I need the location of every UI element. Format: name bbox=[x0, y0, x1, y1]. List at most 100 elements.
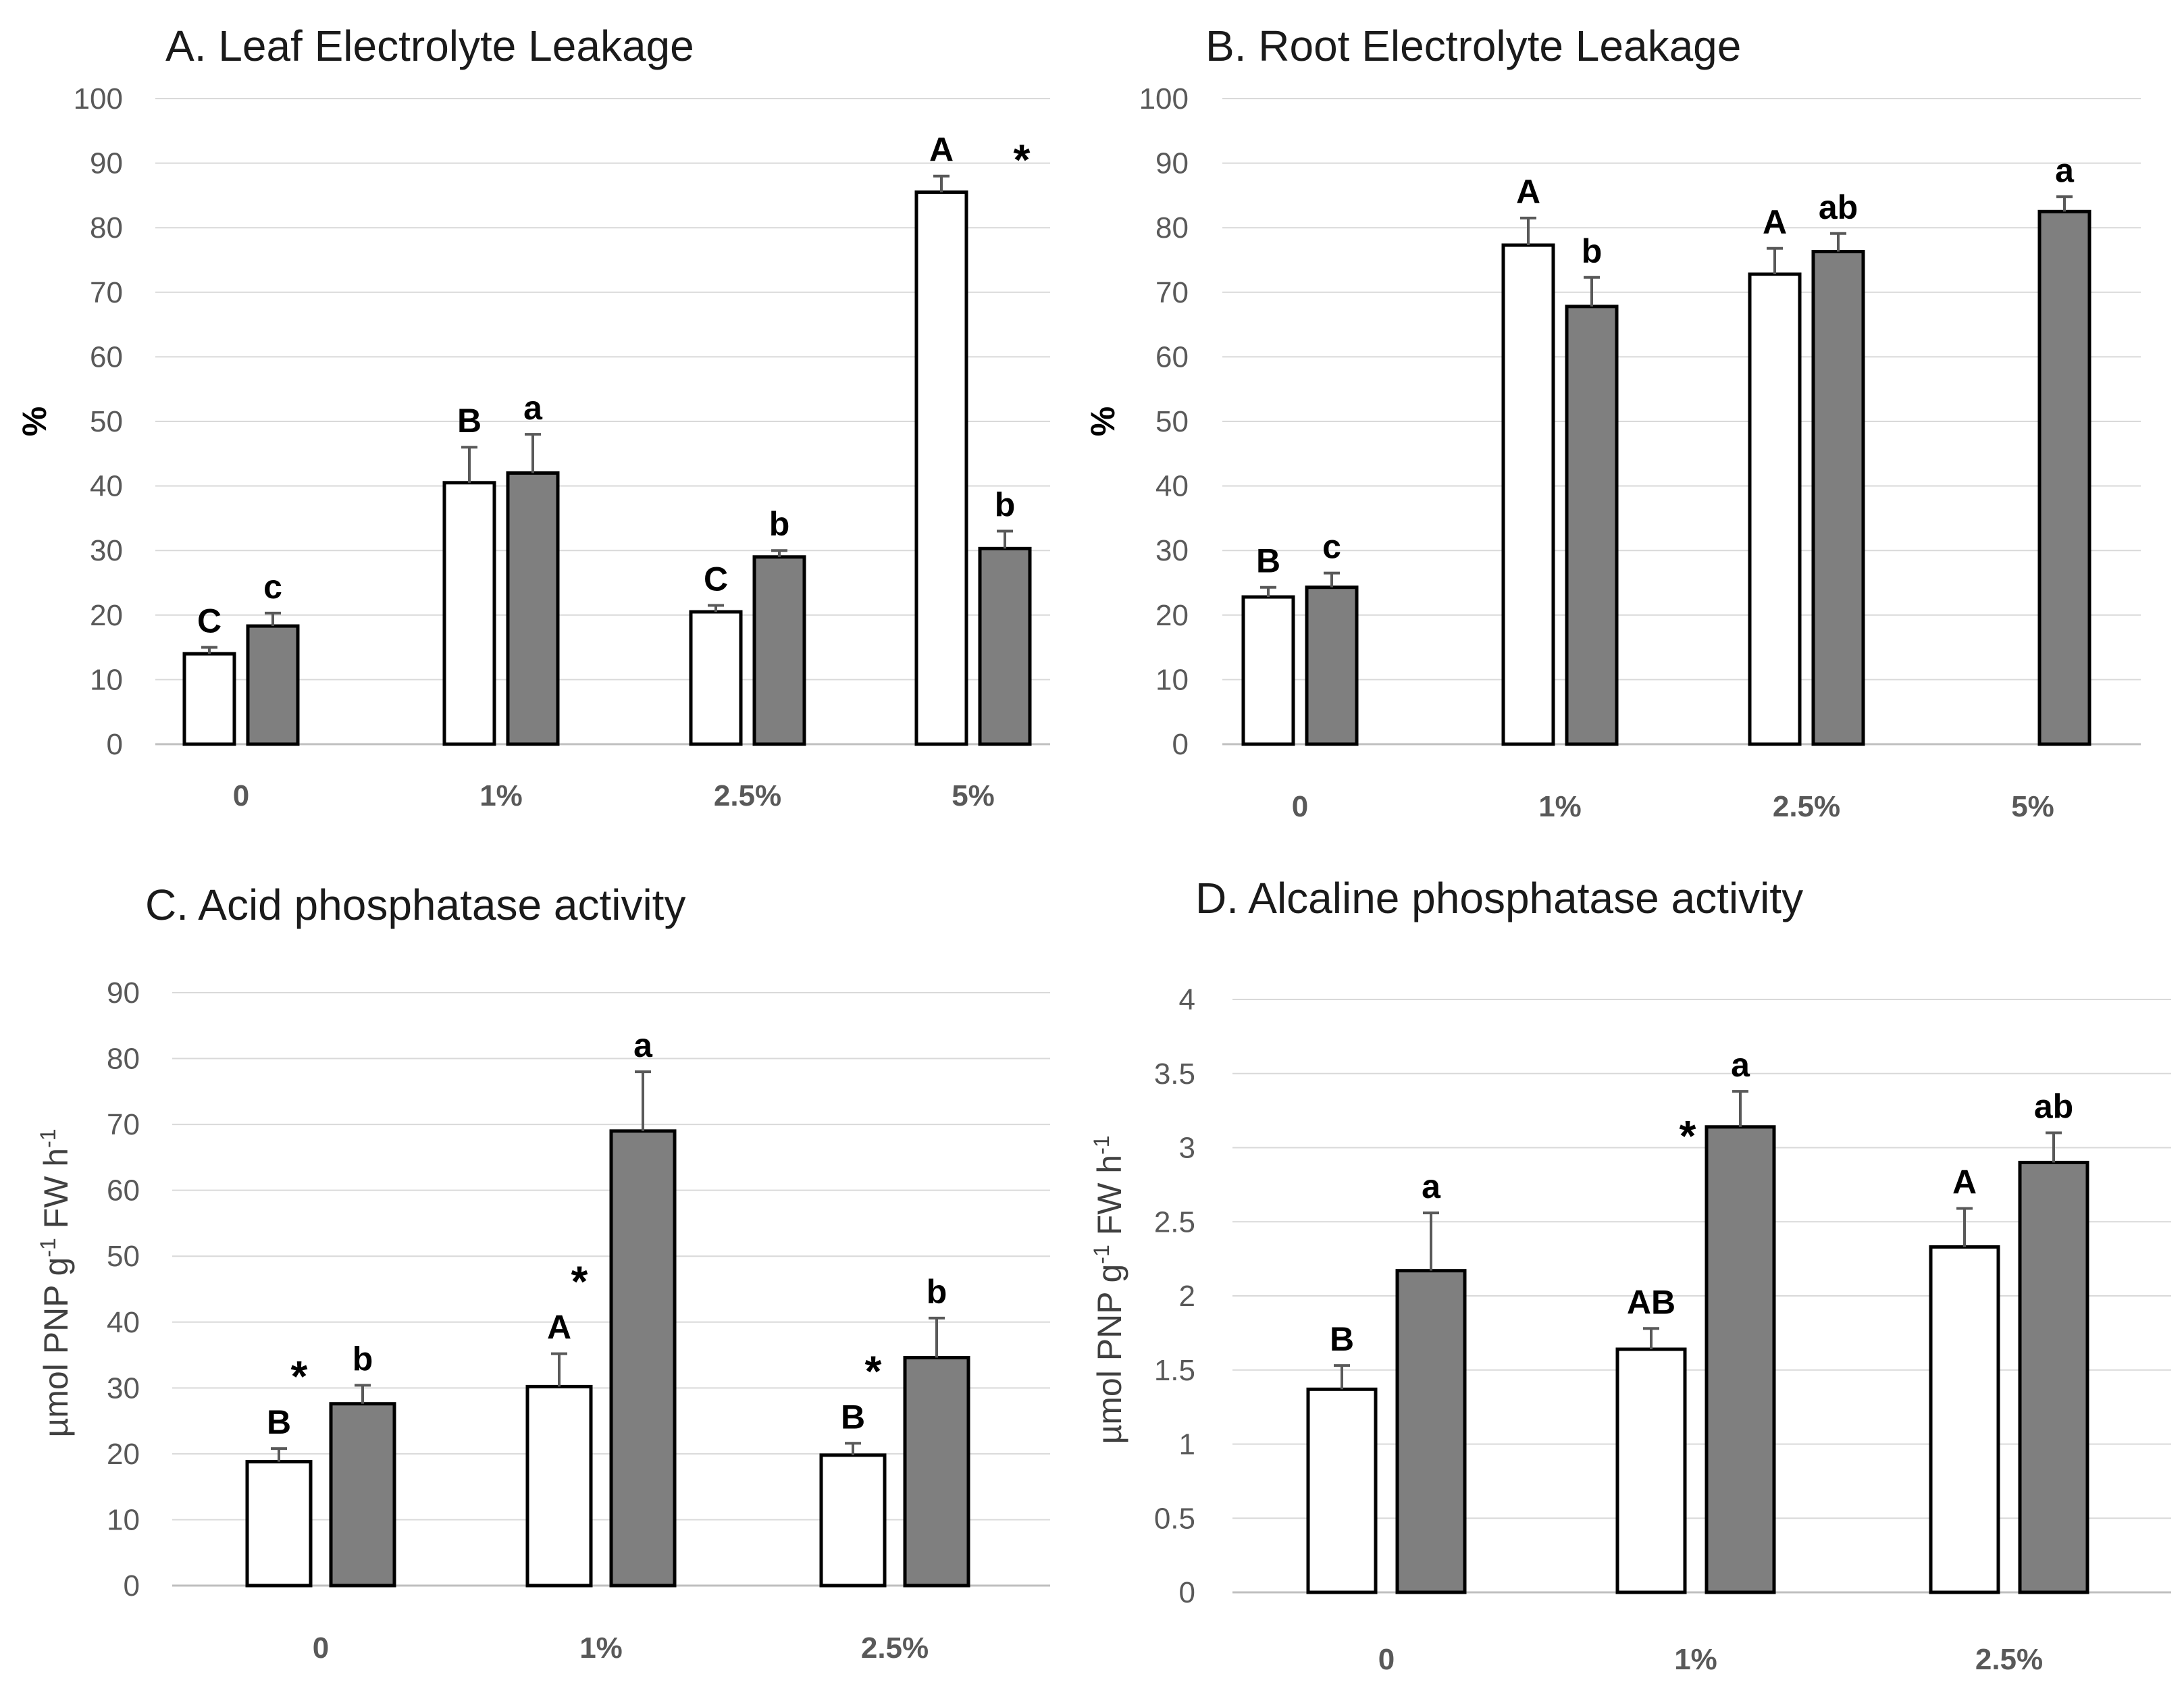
significance-letter: A bbox=[547, 1309, 571, 1347]
category-label: 0 bbox=[233, 779, 249, 812]
category-label: 5% bbox=[2011, 790, 2054, 823]
bar-white bbox=[1748, 272, 1802, 746]
significance-letter: A bbox=[1763, 203, 1787, 241]
significance-letter: c bbox=[263, 568, 282, 606]
bar-grey bbox=[1811, 250, 1865, 746]
significance-letter: B bbox=[457, 402, 482, 440]
significance-letter: B bbox=[1330, 1320, 1354, 1358]
significance-letter: B bbox=[841, 1398, 865, 1436]
significance-asterisk: * bbox=[865, 1347, 882, 1395]
y-tick-label: 80 bbox=[107, 1043, 140, 1076]
y-tick-label: 40 bbox=[90, 470, 123, 503]
bar-grey bbox=[506, 471, 560, 746]
chart-title: C. Acid phosphatase activity bbox=[145, 881, 685, 929]
significance-letter: b bbox=[769, 505, 790, 543]
category-label: 0 bbox=[313, 1631, 329, 1665]
y-tick-label: 90 bbox=[107, 976, 140, 1010]
significance-letter: ab bbox=[2034, 1088, 2073, 1126]
category-label: 1% bbox=[1674, 1643, 1717, 1676]
y-tick-label: 2 bbox=[1179, 1280, 1195, 1313]
bar-grey bbox=[1565, 305, 1619, 746]
y-axis-label-superscript: -1 bbox=[1089, 1135, 1114, 1154]
significance-asterisk: * bbox=[571, 1257, 588, 1306]
y-tick-label: 80 bbox=[90, 211, 123, 244]
y-tick-label: 20 bbox=[90, 599, 123, 632]
y-tick-label: 1.5 bbox=[1154, 1354, 1195, 1387]
significance-letter: B bbox=[1256, 542, 1280, 580]
y-tick-label: 10 bbox=[107, 1503, 140, 1536]
bar-white bbox=[819, 1453, 887, 1588]
bar-grey bbox=[978, 546, 1032, 746]
category-label: 2.5% bbox=[714, 779, 781, 812]
chart-title: A. Leaf Electrolyte Leakage bbox=[165, 22, 694, 70]
y-tick-label: 60 bbox=[90, 340, 123, 373]
y-axis-label: % bbox=[1084, 407, 1122, 436]
y-tick-label: 90 bbox=[1155, 147, 1189, 180]
significance-letter: B bbox=[267, 1403, 291, 1441]
y-tick-label: 60 bbox=[107, 1174, 140, 1207]
panel-c: C. Acid phosphatase activity 0 10 20 30 40 50 6… bbox=[36, 881, 1050, 1665]
bar-grey bbox=[1705, 1125, 1776, 1594]
significance-asterisk: * bbox=[1680, 1112, 1696, 1160]
y-axis-label-text: µmol PNP g bbox=[37, 1257, 75, 1438]
significance-letter: b bbox=[353, 1340, 373, 1378]
category-label: 0 bbox=[1292, 790, 1308, 823]
bar-white bbox=[914, 190, 968, 746]
bar-white bbox=[442, 481, 496, 746]
bar-white bbox=[1929, 1245, 2000, 1594]
significance-letter: b bbox=[995, 486, 1016, 524]
y-axis-label-superscript: -1 bbox=[36, 1128, 60, 1147]
y-tick-label: 4 bbox=[1179, 983, 1195, 1016]
significance-letter: AB bbox=[1627, 1283, 1675, 1321]
bar-white bbox=[182, 652, 236, 746]
y-axis-label-text: FW h bbox=[37, 1148, 75, 1238]
category-label: 0 bbox=[1378, 1643, 1395, 1676]
panel-a: A. Leaf Electrolyte Leakage 0 10 20 30 40 50 60… bbox=[16, 22, 1050, 812]
y-tick-label: 20 bbox=[107, 1438, 140, 1471]
y-tick-label: 70 bbox=[90, 276, 123, 309]
y-axis-label: % bbox=[16, 407, 53, 436]
y-axis-label: µmol PNP g-1 FW h-1 bbox=[36, 1128, 75, 1437]
y-tick-label: 20 bbox=[1155, 599, 1189, 632]
y-tick-label: 30 bbox=[107, 1372, 140, 1405]
category-label: 5% bbox=[952, 779, 995, 812]
chart-title: B. Root Electrolyte Leakage bbox=[1205, 22, 1741, 70]
panel-d: D. Alcaline phosphatase activity 0 0.5 1 1.5… bbox=[1089, 874, 2171, 1676]
bar-white bbox=[1241, 595, 1295, 746]
y-tick-label: 40 bbox=[107, 1306, 140, 1339]
bar-grey bbox=[1395, 1269, 1467, 1594]
bar-white bbox=[689, 610, 743, 746]
y-axis-label-superscript: -1 bbox=[1089, 1245, 1114, 1263]
significance-letter: c bbox=[1322, 528, 1341, 566]
bar-grey bbox=[246, 624, 300, 746]
y-tick-label: 10 bbox=[1155, 663, 1189, 696]
significance-letter: A bbox=[1516, 173, 1540, 211]
y-axis-label-superscript: -1 bbox=[36, 1238, 60, 1257]
y-tick-label: 70 bbox=[107, 1108, 140, 1141]
significance-letter: A bbox=[929, 131, 954, 169]
bar-white bbox=[1306, 1387, 1378, 1594]
bar-grey bbox=[2037, 209, 2091, 746]
significance-letter: a bbox=[633, 1026, 653, 1064]
category-label: 1% bbox=[479, 779, 523, 812]
y-tick-label: 2.5 bbox=[1154, 1205, 1195, 1238]
y-tick-label: 1 bbox=[1179, 1428, 1195, 1461]
bar-grey bbox=[1305, 585, 1359, 746]
y-tick-label: 0 bbox=[107, 728, 123, 761]
bar-white bbox=[1501, 243, 1555, 746]
y-tick-label: 80 bbox=[1155, 211, 1189, 244]
significance-letter: a bbox=[1731, 1046, 1750, 1084]
bar-grey bbox=[609, 1129, 677, 1588]
category-label: 1% bbox=[579, 1631, 623, 1665]
significance-letter: a bbox=[2055, 151, 2075, 189]
y-axis-label-text: µmol PNP g bbox=[1091, 1264, 1128, 1444]
category-label: 2.5% bbox=[1773, 790, 1840, 823]
significance-letter: A bbox=[1952, 1163, 1977, 1201]
y-axis-label: µmol PNP g-1 FW h-1 bbox=[1089, 1135, 1128, 1444]
significance-letter: ab bbox=[1819, 188, 1858, 226]
y-tick-label: 30 bbox=[1155, 534, 1189, 567]
significance-letter: a bbox=[523, 389, 543, 427]
category-label: 1% bbox=[1538, 790, 1582, 823]
bar-white bbox=[1615, 1347, 1687, 1594]
y-tick-label: 40 bbox=[1155, 470, 1189, 503]
